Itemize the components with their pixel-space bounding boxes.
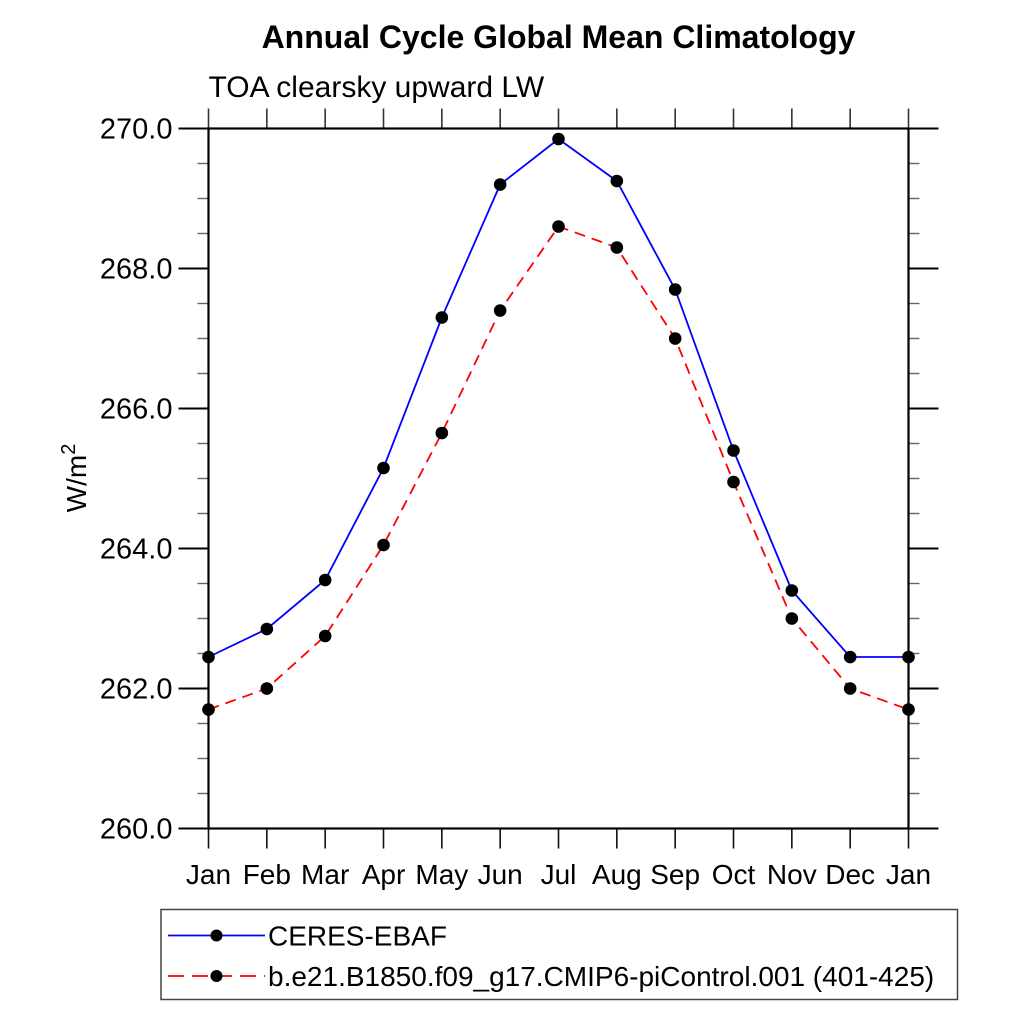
data-point-marker [610, 174, 624, 188]
x-axis-tick-label: Nov [767, 859, 817, 890]
data-point-marker [202, 703, 215, 716]
series-line [208, 137, 909, 658]
legend-label: b.e21.B1850.f09_g17.CMIP6-piControl.001 … [268, 961, 934, 992]
x-axis-tick-label: Feb [243, 859, 291, 890]
data-point-marker [552, 132, 565, 146]
data-point-marker [902, 650, 915, 664]
data-point-marker [260, 682, 274, 695]
y-axis-tick-label: 264.0 [100, 534, 173, 566]
y-axis-title-exponent: 2 [58, 444, 80, 455]
data-point-marker [610, 241, 624, 254]
legend-box [160, 908, 959, 1001]
data-point-marker [668, 332, 682, 345]
x-axis-tick-label: Mar [301, 859, 349, 890]
legend-swatch-marker [210, 970, 223, 982]
y-axis-tick-label: 266.0 [100, 394, 173, 426]
axis-ticks-group [178, 108, 939, 849]
data-point-marker [785, 612, 799, 625]
x-axis-tick-label: Jan [186, 859, 231, 890]
x-axis-tick-label: May [415, 859, 468, 890]
chart-subtitle: TOA clearsky upward LW [209, 71, 545, 104]
data-point-marker [493, 304, 507, 317]
data-point-marker [493, 178, 507, 191]
x-axis-tick-label: Apr [362, 859, 406, 890]
axes-group [207, 127, 910, 830]
y-axis-title: W/m2 [58, 444, 92, 513]
legend-label: CERES-EBAF [268, 921, 447, 952]
series-line [208, 225, 909, 711]
x-axis-tick-label: Oct [712, 859, 756, 890]
x-axis-tick-label: Jan [886, 859, 931, 890]
data-point-marker [318, 629, 332, 643]
data-point-marker [377, 538, 390, 552]
y-axis-tick-label: 260.0 [100, 814, 173, 846]
chart-title: Annual Cycle Global Mean Climatology [262, 19, 856, 55]
data-point-marker [435, 426, 449, 440]
plot-border [207, 127, 910, 830]
x-axis-tick-label: Aug [592, 859, 642, 890]
y-axis-tick-label: 262.0 [100, 674, 173, 706]
x-axis-tick-label: Jul [541, 859, 577, 890]
y-axis-tick-label: 268.0 [100, 254, 173, 286]
x-axis-tick-label: Sep [650, 859, 700, 890]
data-point-marker [318, 573, 332, 587]
y-axis-tick-label: 270.0 [100, 114, 173, 146]
data-point-marker [843, 650, 857, 664]
x-axis-tick-label: Jun [478, 859, 523, 890]
x-axis-tick-label: Dec [825, 859, 875, 890]
data-point-marker [727, 444, 740, 457]
legend-group: CERES-EBAF b.e21.B1850.f09_g17.CMIP6-piCo… [160, 908, 959, 1001]
data-point-marker [260, 622, 274, 636]
data-point-marker [902, 703, 915, 716]
data-point-marker [435, 311, 449, 324]
data-point-marker [727, 475, 740, 489]
data-point-marker [668, 283, 682, 296]
data-point-marker [552, 220, 565, 233]
legend-swatch-marker [210, 929, 223, 942]
series-group [202, 132, 915, 716]
data-point-marker [377, 461, 390, 475]
data-point-marker [843, 682, 857, 695]
axis-labels-group: 260.0 262.0 264.0 266.0 268.0 270.0 Jan Feb Mar A… [58, 114, 931, 891]
data-point-marker [202, 650, 215, 664]
data-point-marker [785, 584, 799, 597]
